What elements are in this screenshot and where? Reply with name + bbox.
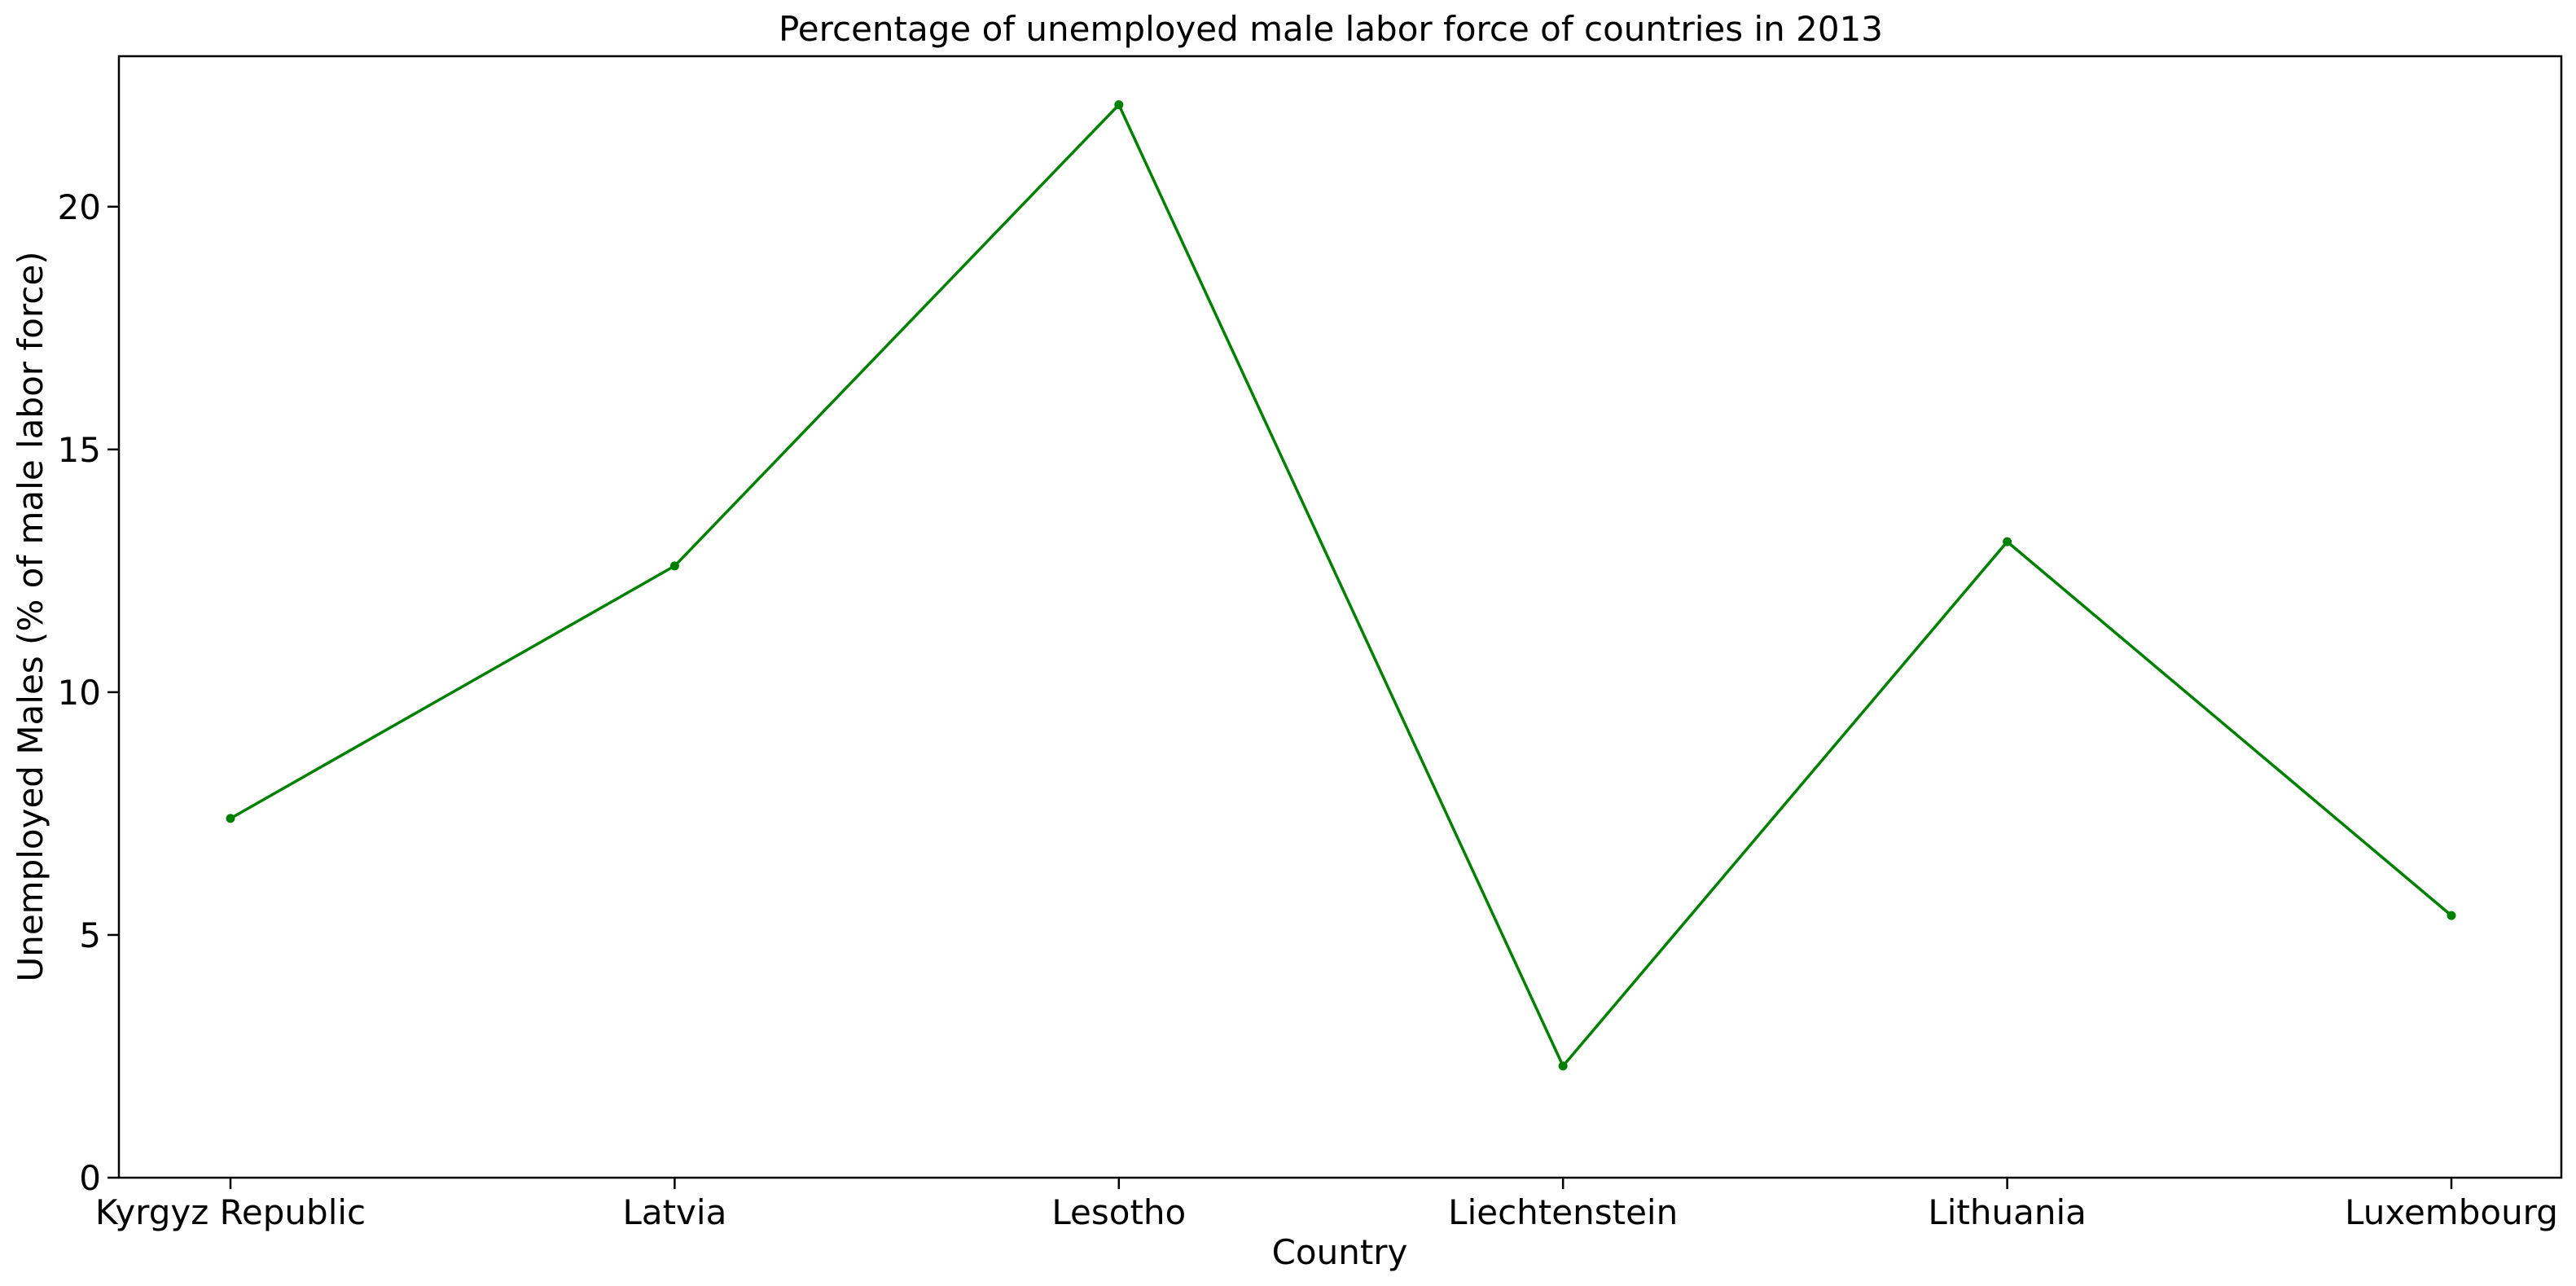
y-tick-label: 5	[79, 915, 101, 955]
x-tick-label: Kyrgyz Republic	[95, 1192, 366, 1232]
y-tick-label: 15	[58, 430, 101, 470]
plot-frame	[117, 55, 2563, 1179]
x-tick-label: Lesotho	[1051, 1192, 1186, 1232]
x-axis: Kyrgyz Republic Latvia Lesotho Liechtenstei…	[95, 1178, 2558, 1232]
data-point	[1114, 100, 1124, 110]
y-tick-label: 10	[58, 673, 101, 713]
chart-title: Percentage of unemployed male labor forc…	[779, 9, 1883, 49]
data-point	[1558, 1061, 1568, 1071]
series-line	[230, 103, 2453, 1068]
y-tick-label: 0	[79, 1158, 101, 1198]
x-tick-label: Lithuania	[1928, 1192, 2087, 1232]
x-tick-label: Liechtenstein	[1448, 1192, 1678, 1232]
y-tick-label: 20	[58, 187, 101, 227]
x-tick-label: Latvia	[622, 1192, 726, 1232]
x-axis-label: Country	[1272, 1232, 1408, 1272]
y-axis-label: Unemployed Males (% of male labor force)	[11, 251, 50, 981]
data-point	[669, 561, 679, 571]
x-tick-label: Luxembourg	[2345, 1192, 2558, 1232]
data-point	[226, 814, 235, 823]
y-axis: 0 5 10 15 20	[58, 187, 119, 1198]
data-point	[2003, 537, 2012, 546]
plot-area	[226, 100, 2456, 1071]
data-point	[2447, 911, 2456, 920]
